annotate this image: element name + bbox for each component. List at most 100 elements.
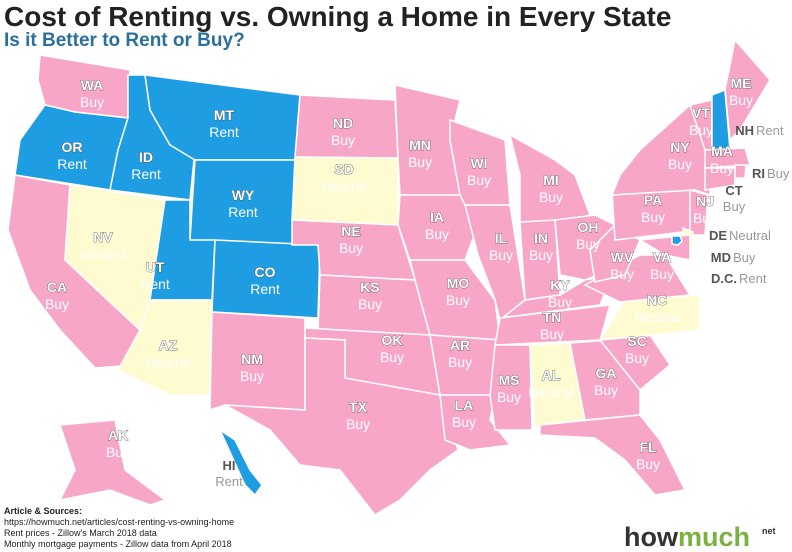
state-verdict: Neutral [729, 228, 771, 243]
title: Cost of Renting vs. Owning a Home in Eve… [4, 1, 671, 32]
state-verdict: Buy [723, 199, 746, 214]
state-abbr: NE [341, 223, 360, 239]
logo-suffix: net [762, 526, 776, 536]
state-verdict: Buy [80, 94, 104, 110]
state-abbr: AL [542, 367, 561, 383]
state-abbr: NV [93, 229, 113, 245]
state-abbr: NY [670, 139, 690, 155]
state-abbr: DE [709, 228, 727, 243]
state-abbr: VA [653, 249, 671, 265]
state-verdict: Buy [446, 292, 470, 308]
state-verdict: Buy [548, 294, 572, 310]
state-abbr: CO [255, 264, 276, 280]
state-abbr: MN [409, 137, 431, 153]
state-abbr: AR [450, 337, 470, 353]
state-verdict: Buy [729, 92, 753, 108]
state-shape [704, 147, 751, 169]
state-abbr: WY [232, 187, 255, 203]
state-verdict: Buy [45, 296, 69, 312]
state-abbr: LA [455, 397, 474, 413]
state-verdict: Buy [380, 349, 404, 365]
state-abbr: MT [214, 107, 235, 123]
state-verdict: Buy [331, 132, 355, 148]
state-verdict: Buy [467, 172, 491, 188]
state-abbr: MI [543, 172, 559, 188]
subtitle: Is it Better to Rent or Buy? [4, 30, 245, 51]
state-verdict: Neutral [145, 354, 190, 370]
state-abbr: GA [596, 365, 617, 381]
state-verdict: Buy [425, 226, 449, 242]
state-abbr: CT [725, 183, 742, 198]
state-shape [671, 235, 683, 246]
state-abbr: OR [62, 139, 83, 155]
state-verdict: Buy [710, 160, 734, 176]
state-shape [734, 164, 747, 179]
state-verdict: Rent [215, 474, 243, 489]
state-abbr: PA [644, 192, 662, 208]
state-abbr: SD [334, 161, 353, 177]
state-abbr: MO [447, 275, 470, 291]
state-abbr: WI [470, 155, 487, 171]
state-shape [58, 419, 167, 506]
state-verdict: Buy [529, 247, 553, 263]
state-abbr: AK [108, 427, 128, 443]
state-verdict: Buy [497, 389, 521, 405]
state-verdict: Buy [650, 266, 674, 282]
state-verdict: Neutral [321, 178, 366, 194]
state-abbr: KY [550, 277, 570, 293]
state-verdict: Buy [733, 250, 756, 265]
state-abbr: KS [360, 279, 379, 295]
state-verdict: Buy [346, 416, 370, 432]
state-abbr: MS [499, 372, 520, 388]
state-abbr: IL [495, 230, 508, 246]
state-verdict: Buy [576, 236, 600, 252]
logo: howmuch [624, 522, 750, 552]
source-line: Rent prices - Zillow's March 2018 data [4, 528, 157, 538]
state-abbr: OH [578, 219, 599, 235]
state-verdict: Buy [539, 189, 563, 205]
state-verdict: Buy [641, 209, 665, 225]
state-verdict: Rent [228, 204, 258, 220]
state-verdict: Neutral [80, 246, 125, 262]
states [7, 38, 771, 516]
state-verdict: Buy [689, 122, 713, 138]
state-verdict: Buy [594, 382, 618, 398]
state-verdict: Buy [636, 456, 660, 472]
state-abbr: MD [711, 250, 731, 265]
state-verdict: Buy [668, 156, 692, 172]
state-abbr: NM [241, 351, 263, 367]
state-verdict: Buy [106, 444, 130, 460]
state-abbr: VT [692, 105, 710, 121]
state-verdict: Buy [339, 240, 363, 256]
state-verdict: Buy [489, 247, 513, 263]
state-abbr: ID [139, 149, 153, 165]
state-abbr: ME [731, 75, 752, 91]
state-verdict: Buy [625, 350, 649, 366]
state-abbr: NH [735, 123, 754, 138]
state-abbr: UT [146, 259, 165, 275]
state-abbr: IA [430, 209, 444, 225]
state-shape [116, 299, 213, 396]
state-abbr: SC [627, 333, 646, 349]
state-verdict: Buy [452, 414, 476, 430]
state-shape [724, 38, 771, 142]
state-abbr: CA [47, 279, 67, 295]
state-abbr: NJ [696, 193, 714, 209]
state-abbr: HI [223, 458, 236, 473]
state-verdict: Buy [358, 296, 382, 312]
state-abbr: RI [752, 166, 765, 181]
state-verdict: Rent [756, 123, 784, 138]
state-abbr: ND [333, 115, 353, 131]
state-abbr: WA [81, 77, 104, 93]
state-abbr: TX [349, 399, 368, 415]
state-verdict: Buy [408, 154, 432, 170]
state-verdict: Neutral [528, 384, 573, 400]
state-abbr: IN [534, 230, 548, 246]
logo-much: much [678, 522, 750, 552]
state-verdict: Rent [131, 166, 161, 182]
state-verdict: Buy [610, 266, 634, 282]
state-verdict: Buy [540, 326, 564, 342]
state-verdict: Rent [739, 271, 767, 286]
state-abbr: NC [647, 292, 667, 308]
